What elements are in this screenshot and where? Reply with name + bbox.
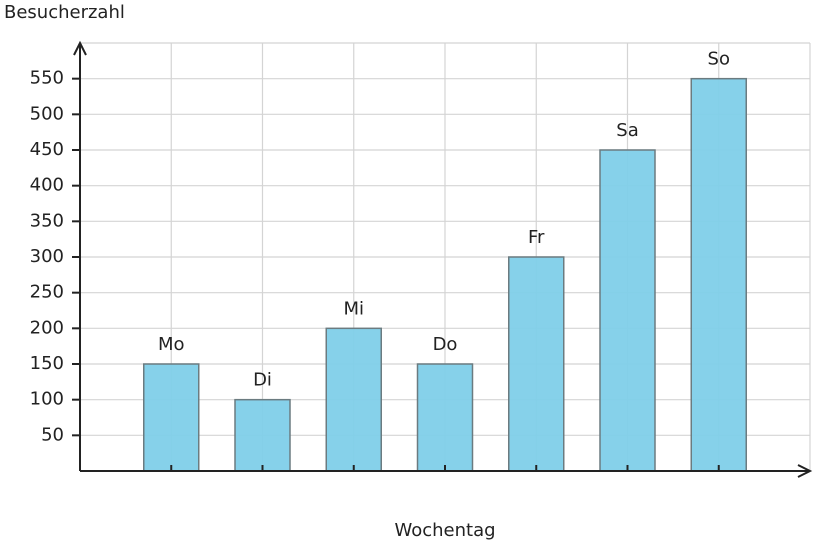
y-tick-label: 350 — [30, 210, 64, 231]
category-label: Mi — [343, 298, 364, 319]
x-axis-arrow — [797, 464, 813, 478]
y-tick-label: 300 — [30, 246, 64, 267]
y-tick-label: 150 — [30, 353, 64, 374]
y-tick-label: 250 — [30, 282, 64, 303]
y-tick-label: 100 — [30, 389, 64, 410]
x-axis-title: Wochentag — [394, 520, 495, 541]
bar — [599, 149, 656, 472]
y-tick-label: 450 — [30, 139, 64, 160]
y-tick-label: 500 — [30, 103, 64, 124]
category-label: Do — [433, 334, 458, 355]
category-label: Di — [253, 370, 272, 391]
y-tick-label: 400 — [30, 175, 64, 196]
category-label: Fr — [528, 227, 545, 248]
bar — [416, 363, 474, 472]
bar — [143, 363, 200, 472]
bar — [690, 77, 747, 472]
category-label: Sa — [616, 120, 638, 141]
y-tick-label: 50 — [41, 424, 64, 445]
bar — [508, 256, 565, 472]
category-label: Mo — [158, 334, 185, 355]
y-tick-label: 550 — [30, 68, 64, 89]
y-axis-arrow — [73, 40, 87, 56]
bar — [325, 327, 382, 472]
bar — [234, 398, 291, 472]
category-label: So — [708, 49, 730, 70]
y-axis-title: Besucherzahl — [4, 2, 125, 23]
y-tick-label: 200 — [30, 317, 64, 338]
